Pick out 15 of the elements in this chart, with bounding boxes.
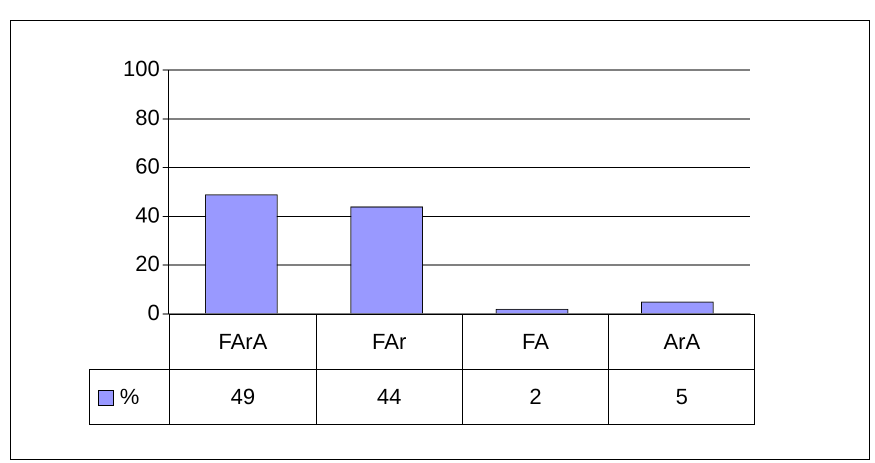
data-label: 49 xyxy=(170,369,316,424)
x-tick-label: FArA xyxy=(170,314,316,370)
x-tick-label: FA xyxy=(462,314,609,370)
y-tick-label: 40 xyxy=(135,202,160,228)
y-tick-label: 60 xyxy=(135,154,160,179)
y-tick-label: 0 xyxy=(147,300,160,325)
y-tick-label: 20 xyxy=(135,251,160,276)
x-tick-label: ArA xyxy=(608,314,755,370)
x-tick-label: FAr xyxy=(316,314,462,370)
y-tick-label: 100 xyxy=(122,56,160,82)
data-label: 44 xyxy=(316,369,462,424)
legend-label: % xyxy=(89,369,170,424)
data-label: 2 xyxy=(462,369,609,424)
data-label: 5 xyxy=(608,369,755,424)
y-tick-label: 80 xyxy=(135,104,160,130)
